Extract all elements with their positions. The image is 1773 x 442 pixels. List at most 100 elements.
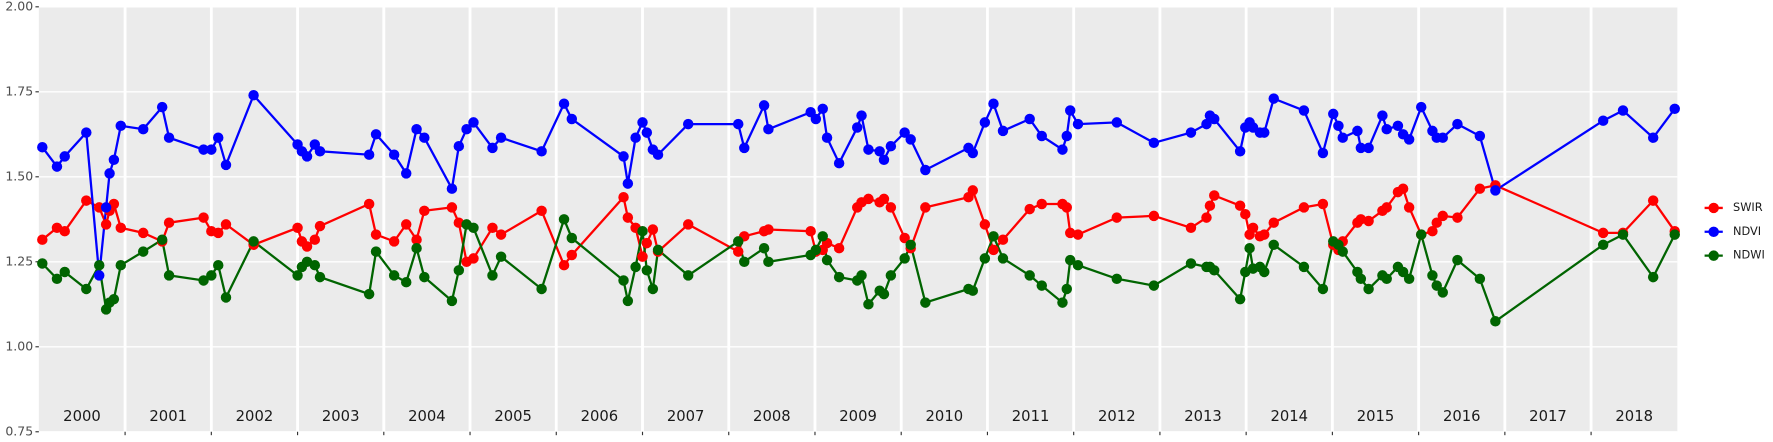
data-point [220,219,232,230]
data-point [137,227,149,239]
data-point [1363,215,1374,227]
data-point [1647,271,1659,283]
data-point [1352,125,1363,137]
data-point [566,249,578,261]
data-point [988,231,999,242]
data-point [1403,273,1415,285]
data-point [93,259,105,271]
data-point [468,222,479,234]
data-point [833,242,845,254]
data-point [453,140,465,152]
data-point [1452,212,1463,223]
data-point [856,270,867,281]
data-point [292,270,303,281]
data-point [487,142,498,154]
data-point [1209,190,1220,201]
year-label: 2002 [236,408,274,425]
data-point [1333,120,1344,132]
data-point [641,265,653,276]
data-point [104,168,115,179]
data-point [1597,115,1609,126]
data-point [1247,222,1259,234]
data-point [400,219,412,230]
data-point [1597,239,1609,251]
data-point [1381,273,1392,285]
data-point [637,251,648,262]
data-point [198,275,209,286]
data-point [248,89,259,101]
data-point [363,288,375,300]
data-point [979,117,991,128]
y-tick-label: 1.00 [5,338,33,353]
data-point [1234,293,1246,305]
legend-marker [1708,250,1719,261]
data-point [1355,273,1367,285]
data-point [1209,265,1220,276]
data-point [920,297,931,308]
data-point [997,234,1009,245]
data-point [1259,229,1270,240]
data-point [213,259,224,271]
data-point [1259,266,1270,278]
data-point [1437,132,1448,143]
data-point [51,273,63,285]
data-point [1111,117,1123,128]
data-point [1061,283,1073,295]
data-point [1065,105,1076,116]
data-point [647,224,659,235]
data-point [309,259,321,271]
data-point [419,132,430,143]
data-point [388,236,400,247]
data-point [81,195,92,206]
data-point [1148,210,1160,222]
data-point [1363,142,1374,154]
data-point [453,217,465,228]
year-label: 2001 [149,408,187,425]
data-point [419,271,430,283]
year-label: 2006 [581,408,619,425]
data-point [314,271,326,283]
data-point [446,295,458,307]
data-point [400,276,412,288]
data-point [156,101,168,113]
year-label: 2008 [753,408,791,425]
data-point [363,198,375,210]
data-point [979,219,991,230]
data-point [817,103,828,115]
data-point [411,234,422,245]
data-point [1024,113,1035,125]
data-point [1337,246,1348,257]
data-point [652,244,664,256]
data-point [1234,146,1246,157]
data-point [1072,259,1084,271]
data-point [1061,130,1073,142]
data-point [630,132,641,143]
data-point [156,234,168,245]
data-point [487,270,498,281]
data-point [885,270,897,281]
year-label: 2015 [1357,408,1395,425]
data-point [899,127,910,138]
year-label: 2009 [839,408,877,425]
data-point [618,191,629,203]
year-label: 2018 [1615,408,1653,425]
data-point [1317,198,1329,210]
data-point [967,147,979,159]
data-point [682,118,694,130]
data-point [622,212,634,223]
year-label: 2013 [1184,408,1222,425]
legend-marker [1708,202,1719,214]
data-point [1427,270,1438,281]
data-point [137,246,149,257]
data-point [1397,183,1409,194]
data-point [536,146,547,157]
data-point [641,237,653,249]
data-point [1403,134,1415,145]
data-point [1490,316,1501,327]
data-point [1617,105,1629,116]
data-point [468,253,479,264]
data-point [647,283,659,295]
data-point [566,232,578,244]
data-point [388,270,400,281]
data-point [1185,127,1197,138]
